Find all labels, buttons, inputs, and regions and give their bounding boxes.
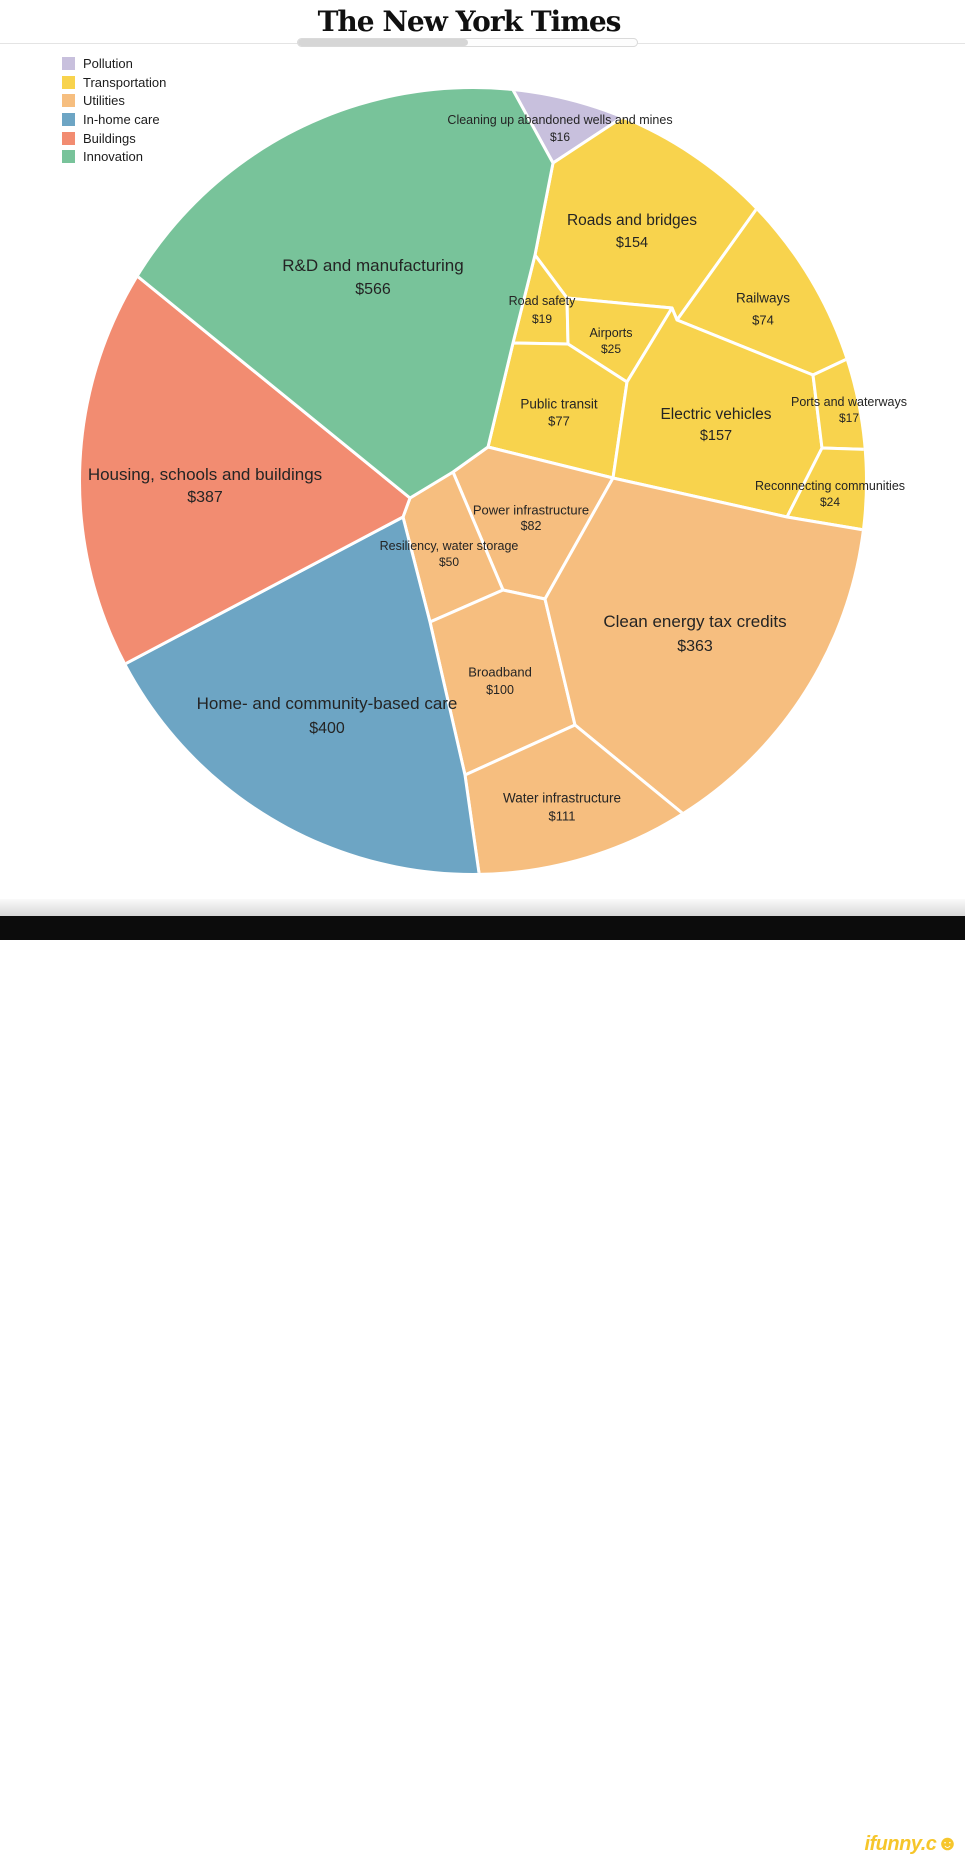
legend-swatch-utilities: [62, 94, 75, 108]
cell-reconnect: [785, 446, 865, 535]
legend-label-transportation: Transportation: [83, 74, 167, 90]
ifunny-watermark: ifunny.c☻: [864, 1831, 958, 1856]
treemap-svg: [81, 89, 865, 873]
legend-swatch-buildings: [62, 131, 75, 145]
scrollbar-handle[interactable]: [298, 39, 468, 46]
ifunny-watermark-text: ifunny.c: [864, 1833, 937, 1855]
masthead-title: The New York Times: [317, 5, 622, 38]
scrollbar[interactable]: [297, 38, 638, 47]
legend: Pollution Transportation Utilities In-home …: [62, 56, 167, 169]
legend-item-utilities: Utilities: [62, 93, 166, 109]
legend-item-buildings: Buildings: [62, 130, 166, 146]
legend-item-inhome: In-home care: [62, 112, 166, 128]
legend-item-innovation: Innovation: [62, 149, 166, 165]
legend-label-utilities: Utilities: [83, 93, 125, 109]
legend-item-transportation: Transportation: [62, 74, 167, 90]
smiley-icon: ☻: [936, 1832, 958, 1855]
legend-label-buildings: Buildings: [83, 130, 136, 146]
legend-swatch-transportation: [62, 75, 75, 89]
legend-label-inhome: In-home care: [83, 112, 160, 128]
footer-gradient-strip: [0, 899, 965, 916]
legend-label-innovation: Innovation: [83, 149, 143, 165]
legend-swatch-innovation: [62, 150, 75, 164]
legend-swatch-inhome: [62, 113, 75, 127]
footer-bar: ifunny.c☻: [0, 916, 965, 1855]
legend-item-pollution: Pollution: [62, 56, 166, 71]
legend-label-pollution: Pollution: [83, 56, 133, 71]
treemap-chart: Cleaning up abandoned wells and mines $16…: [81, 89, 907, 873]
legend-swatch-pollution: [62, 57, 75, 70]
